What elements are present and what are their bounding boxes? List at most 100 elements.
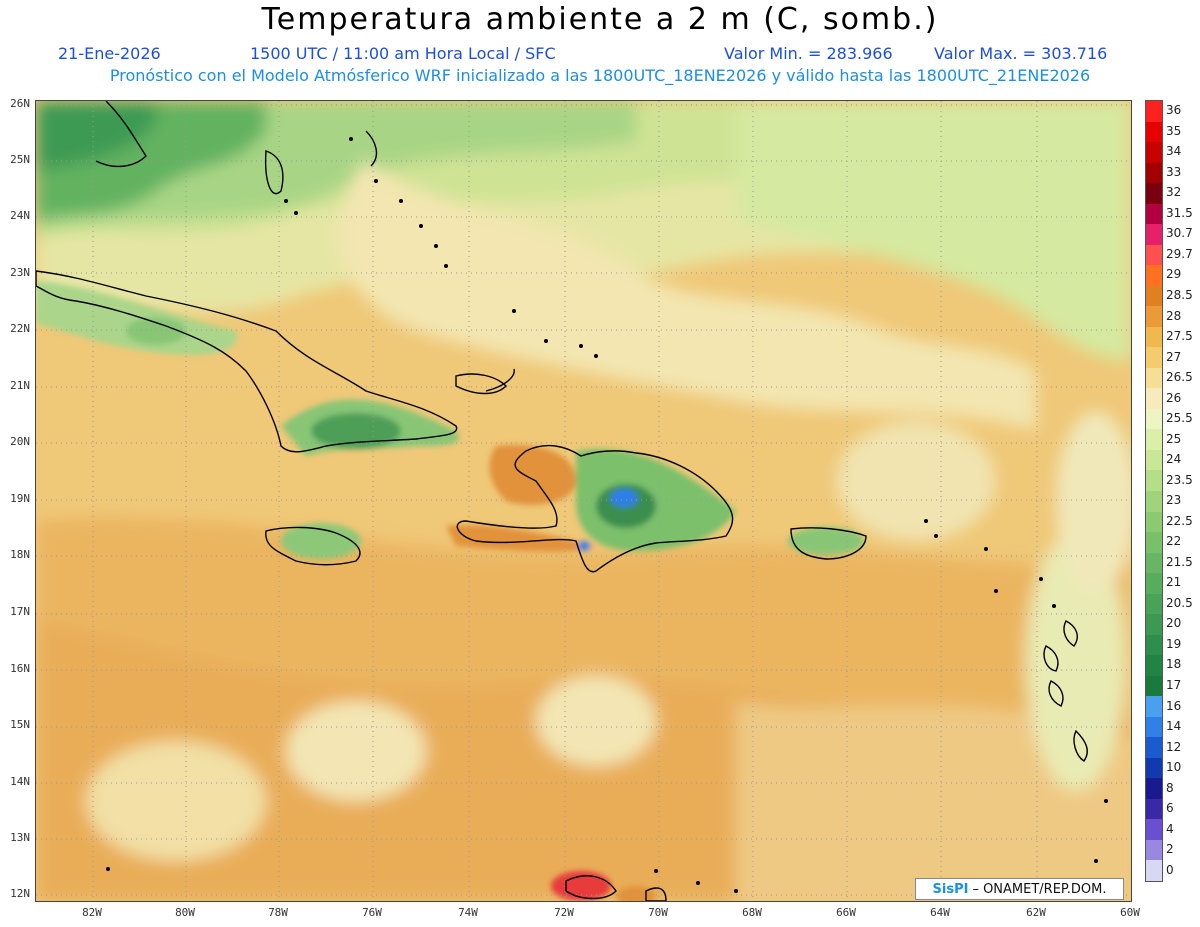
colorbar-segment (1146, 532, 1162, 554)
colorbar-segment (1146, 593, 1162, 615)
florida-coastline (95, 101, 147, 168)
colorbar-segment (1146, 101, 1162, 123)
colorbar-segment (1146, 347, 1162, 369)
colorbar-segment (1146, 634, 1162, 656)
min-value-label: Valor Min. = 283.966 (724, 44, 893, 63)
lat-label: 23N (10, 266, 30, 279)
colorbar-segment (1146, 408, 1162, 430)
colorbar-segment (1146, 203, 1162, 225)
colorbar-segment (1146, 429, 1162, 451)
colorbar-label: 22.5 (1166, 513, 1193, 528)
colorbar-label: 34 (1166, 144, 1182, 159)
colorbar-segment (1146, 819, 1162, 841)
lat-label: 12N (10, 887, 30, 900)
colorbar-segment (1146, 675, 1162, 697)
jamaica-coastline (265, 526, 361, 566)
colorbar-segment (1146, 757, 1162, 779)
colorbar-label: 17 (1166, 678, 1182, 692)
graticule (36, 101, 1131, 901)
date-label: 21-Ene-2026 (58, 44, 161, 63)
colorbar-label: 25.5 (1166, 411, 1193, 426)
lat-label: 26N (10, 97, 30, 110)
colorbar-label: 36 (1166, 103, 1182, 118)
credit-box: SisPI – ONAMET/REP.DOM. (915, 878, 1124, 900)
temperature-map (35, 100, 1132, 902)
colorbar-segment (1146, 265, 1162, 287)
dominica-coastline (1043, 645, 1059, 672)
forecast-info-label: Pronóstico con el Modelo Atmósferico WRF… (109, 66, 1091, 85)
lon-label: 60W (1120, 906, 1140, 919)
lat-label: 19N (10, 492, 30, 505)
small-islands (106, 137, 1108, 893)
colorbar-segment (1146, 121, 1162, 143)
coastlines (36, 101, 1088, 901)
colorbar-label: 10 (1166, 760, 1182, 775)
map-title: Temperatura ambiente a 2 m (C, somb.) (261, 2, 939, 37)
colorbar-segment (1146, 573, 1162, 595)
colorbar-label: 31.5 (1166, 205, 1193, 220)
colorbar-label: 24 (1166, 452, 1182, 467)
lon-label: 70W (648, 906, 668, 919)
lon-label: 80W (175, 906, 195, 919)
land-shading (36, 281, 864, 901)
colorbar-label: 20 (1166, 616, 1182, 631)
colorbar-label: 32 (1166, 185, 1182, 200)
puerto-rico-coastline (790, 527, 867, 560)
colorbar-segment (1146, 614, 1162, 636)
lat-label: 21N (10, 379, 30, 392)
cuba-coastline (36, 270, 458, 453)
colorbar-label: 16 (1166, 698, 1182, 713)
map-field (36, 101, 1131, 901)
colorbar-label: 19 (1166, 636, 1182, 651)
lat-label: 22N (10, 322, 30, 335)
colorbar-segment (1146, 470, 1162, 492)
colorbar-label: 29 (1166, 267, 1182, 282)
colorbar-label: 27.5 (1166, 329, 1193, 344)
colorbar-segment (1146, 511, 1162, 533)
colorbar-segment (1146, 449, 1162, 471)
colorbar-label: 12 (1166, 739, 1182, 754)
colorbar-label: 30.7 (1166, 226, 1193, 241)
lat-label: 15N (10, 718, 30, 731)
colorbar-segment (1146, 696, 1162, 718)
colorbar-segment (1146, 367, 1162, 389)
colorbar-segment (1146, 839, 1162, 861)
colorbar-label: 2 (1166, 842, 1174, 857)
colorbar-label: 28 (1166, 308, 1182, 323)
lon-label: 64W (930, 906, 950, 919)
eleuthera-coastline (365, 130, 378, 167)
colorbar-segment (1146, 244, 1162, 266)
colorbar-label: 21.5 (1166, 554, 1193, 569)
lat-label: 13N (10, 831, 30, 844)
st-lucia-coastline (1073, 729, 1088, 762)
inagua-coastline (455, 373, 507, 395)
lat-label: 18N (10, 548, 30, 561)
colorbar-label: 20.5 (1166, 595, 1193, 610)
colorbar-label: 26 (1166, 390, 1182, 405)
colorbar-segment (1146, 778, 1162, 800)
colorbar-label: 4 (1166, 821, 1174, 836)
lon-label: 74W (458, 906, 478, 919)
colorbar-label: 23 (1166, 493, 1182, 508)
max-value-label: Valor Max. = 303.716 (934, 44, 1108, 63)
lat-label: 25N (10, 153, 30, 166)
colorbar-segment (1146, 388, 1162, 410)
colorbar-segment (1146, 326, 1162, 348)
colorbar-segment (1146, 306, 1162, 328)
colorbar-label: 22 (1166, 534, 1182, 549)
lon-label: 66W (836, 906, 856, 919)
lon-label: 68W (742, 906, 762, 919)
colorbar-label: 14 (1166, 719, 1182, 734)
colorbar-label: 33 (1166, 164, 1182, 179)
lat-label: 17N (10, 605, 30, 618)
colorbar-label: 26.5 (1166, 370, 1193, 385)
aruba-coastline (565, 875, 617, 900)
lon-label: 82W (82, 906, 102, 919)
colorbar-segment (1146, 224, 1162, 246)
time-info-label: 1500 UTC / 11:00 am Hora Local / SFC (250, 44, 556, 63)
colorbar-segment (1146, 737, 1162, 759)
colorbar-segment (1146, 655, 1162, 677)
colorbar-segment (1146, 183, 1162, 205)
lon-label: 76W (362, 906, 382, 919)
colorbar-label: 28.5 (1166, 288, 1193, 302)
